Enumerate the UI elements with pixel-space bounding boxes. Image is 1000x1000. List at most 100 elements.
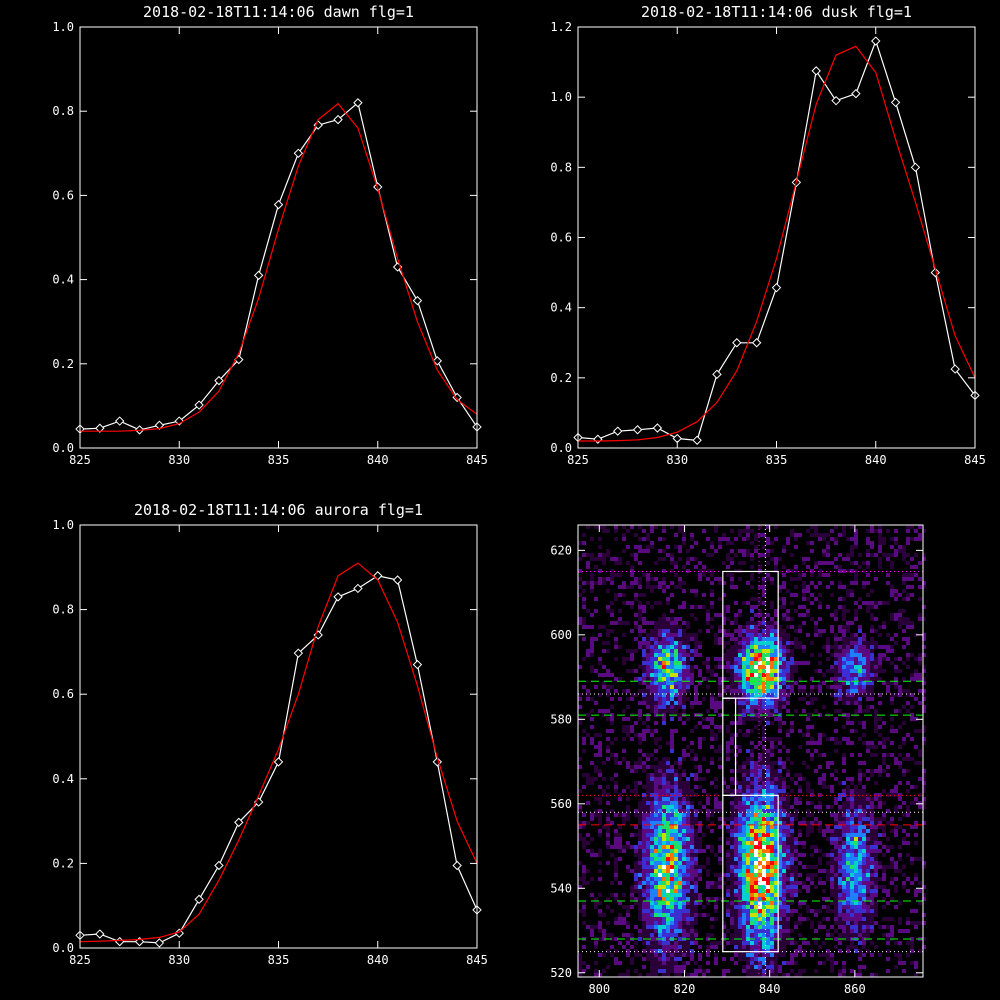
x-tick-label: 835 — [268, 953, 290, 967]
region-box-1 — [722, 570, 779, 699]
x-tick-label: 845 — [964, 453, 986, 467]
data-point-marker — [851, 88, 861, 99]
y-tick-label: 1.0 — [550, 90, 572, 104]
data-point-marker — [593, 434, 603, 444]
x-tick-label: 840 — [759, 982, 781, 996]
y-tick-label: 0.0 — [550, 441, 572, 455]
y-tick-label: 0.2 — [550, 371, 572, 385]
y-tick-label: 580 — [550, 712, 572, 726]
y-tick-label: 1.0 — [52, 518, 74, 532]
y-tick-label: 620 — [550, 543, 572, 557]
data-point-marker — [732, 338, 742, 348]
plot-frame — [577, 26, 976, 449]
y-tick-label: 0.8 — [52, 104, 74, 118]
data-point-marker — [95, 423, 105, 433]
plot-frame — [79, 524, 478, 949]
data-point-marker — [712, 369, 722, 380]
data-point-marker — [333, 592, 343, 602]
y-tick-label: 540 — [550, 881, 572, 895]
chart-title: 2018-02-18T11:14:06 dawn flg=1 — [143, 3, 414, 21]
data-point-marker — [154, 420, 165, 430]
y-tick-label: 0.2 — [52, 357, 74, 371]
x-tick-label: 845 — [466, 453, 488, 467]
data-point-marker — [114, 936, 125, 947]
data-point-marker — [194, 400, 204, 410]
y-tick-label: 0.8 — [52, 603, 74, 617]
series-fit-line — [80, 102, 478, 432]
data-point-marker — [950, 364, 960, 374]
data-point-marker — [890, 97, 901, 108]
chart-title: 2018-02-18T11:14:06 dusk flg=1 — [641, 3, 912, 21]
panel-1: 825 830 835 840 845 0.0 0.2 0.4 0.6 0.8 1.0 2018-02… — [52, 3, 488, 467]
panel-4: 800 820 840 860 520 540 560 580 600 620 — [550, 524, 926, 996]
y-tick-label: 1.0 — [52, 20, 74, 34]
x-tick-label: 825 — [69, 453, 91, 467]
series-measured-line — [577, 39, 976, 441]
data-point-marker — [214, 375, 224, 386]
x-tick-label: 840 — [367, 453, 389, 467]
data-point-marker — [811, 66, 821, 76]
data-point-marker — [95, 929, 105, 939]
series-fit-line — [578, 45, 976, 442]
x-tick-label: 830 — [168, 953, 190, 967]
y-tick-label: 0.4 — [550, 301, 572, 315]
x-tick-label: 830 — [168, 453, 190, 467]
y-tick-label: 560 — [550, 797, 572, 811]
plot-frame — [577, 524, 924, 978]
data-point-marker — [432, 356, 443, 366]
y-tick-label: 0.2 — [52, 856, 74, 870]
x-tick-label: 845 — [466, 953, 488, 967]
data-point-marker — [174, 928, 184, 938]
panel-3: 825 830 835 840 845 0.0 0.2 0.4 0.6 0.8 1.0 2018-02… — [52, 501, 488, 967]
data-point-marker — [114, 416, 125, 426]
y-tick-label: 0.6 — [52, 188, 74, 202]
chart-title: 2018-02-18T11:14:06 aurora flg=1 — [134, 501, 423, 519]
data-point-marker — [652, 423, 663, 433]
data-point-marker — [333, 114, 343, 125]
data-point-marker — [273, 757, 284, 767]
x-tick-label: 820 — [674, 982, 696, 996]
data-point-marker — [293, 148, 304, 159]
data-point-marker — [373, 571, 383, 581]
y-tick-label: 0.0 — [52, 441, 74, 455]
data-point-marker — [353, 98, 363, 108]
y-tick-label: 520 — [550, 966, 572, 980]
data-point-marker — [154, 938, 165, 948]
plot-frame — [79, 26, 478, 449]
x-tick-label: 825 — [567, 453, 589, 467]
y-tick-label: 0.6 — [550, 231, 572, 245]
series-fit-line — [79, 562, 478, 943]
x-tick-label: 835 — [268, 453, 290, 467]
x-tick-label: 840 — [367, 953, 389, 967]
y-tick-label: 0.4 — [52, 273, 74, 287]
data-point-marker — [452, 860, 462, 871]
panel-2: 825 830 835 840 845 0.0 0.2 0.4 0.6 0.8 1.0 1.2 2018… — [550, 3, 986, 467]
series-measured-line — [79, 101, 478, 431]
region-box-3 — [722, 697, 737, 796]
data-point-marker — [751, 338, 762, 348]
data-point-marker — [392, 575, 403, 585]
y-tick-label: 1.2 — [550, 20, 572, 34]
data-point-marker — [293, 648, 304, 658]
x-tick-label: 830 — [666, 453, 688, 467]
y-tick-label: 600 — [550, 628, 572, 642]
data-point-marker — [273, 199, 284, 210]
y-tick-label: 0.4 — [52, 772, 74, 786]
x-tick-label: 835 — [766, 453, 788, 467]
data-point-marker — [234, 817, 244, 828]
data-point-marker — [831, 95, 841, 106]
data-point-marker — [412, 659, 423, 670]
y-tick-label: 0.0 — [52, 941, 74, 955]
x-tick-label: 825 — [69, 953, 91, 967]
x-tick-label: 800 — [588, 982, 610, 996]
x-tick-label: 840 — [865, 453, 887, 467]
data-point-marker — [910, 162, 921, 173]
y-tick-label: 0.6 — [52, 687, 74, 701]
data-point-marker — [771, 282, 782, 293]
heatmap-cells — [578, 525, 926, 977]
data-point-marker — [253, 270, 264, 281]
data-point-marker — [632, 425, 643, 435]
data-point-marker — [612, 426, 623, 436]
data-point-marker — [353, 583, 363, 594]
